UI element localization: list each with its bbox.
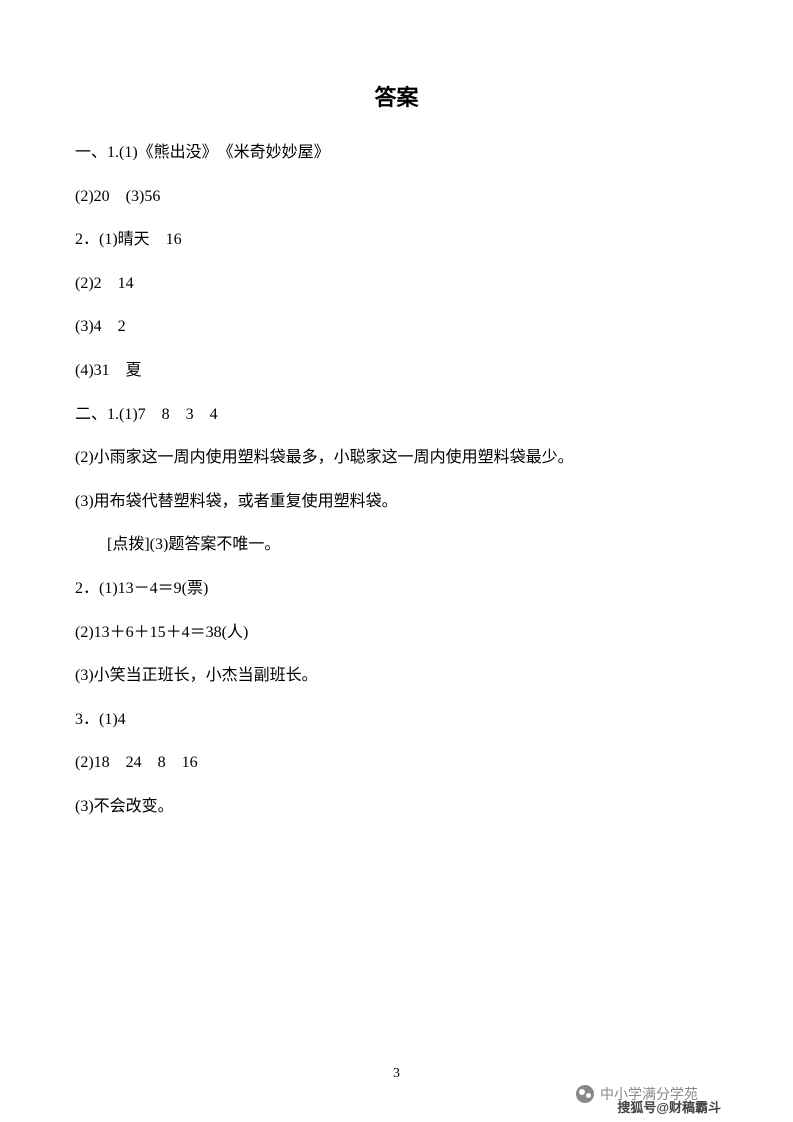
answer-line: 二、1.(1)7 8 3 4: [75, 402, 718, 428]
page-number: 3: [393, 1066, 400, 1082]
wechat-icon: [576, 1085, 594, 1103]
watermark-sohu: 搜狐号@财稿霸斗: [617, 1097, 721, 1116]
answer-line: (3)4 2: [75, 314, 718, 340]
answer-line: (2)2 14: [75, 271, 718, 297]
answer-line: [点拨](3)题答案不唯一。: [75, 532, 718, 558]
answer-line: (3)小笑当正班长，小杰当副班长。: [75, 663, 718, 689]
answer-line: (2)小雨家这一周内使用塑料袋最多，小聪家这一周内使用塑料袋最少。: [75, 445, 718, 471]
answer-line: (2)18 24 8 16: [75, 750, 718, 776]
answer-line: (2)13＋6＋15＋4＝38(人): [75, 620, 718, 646]
answer-line: (4)31 夏: [75, 358, 718, 384]
answer-line: 2．(1)晴天 16: [75, 227, 718, 253]
answer-line: 一、1.(1)《熊出没》 《米奇妙妙屋》: [75, 140, 718, 166]
answer-line: (2)20 (3)56: [75, 184, 718, 210]
page-title: 答案: [75, 80, 718, 112]
answer-line: 2．(1)13－4＝9(票): [75, 576, 718, 602]
answer-line: (3)不会改变。: [75, 794, 718, 820]
answer-line: (3)用布袋代替塑料袋，或者重复使用塑料袋。: [75, 489, 718, 515]
answer-line: 3．(1)4: [75, 707, 718, 733]
